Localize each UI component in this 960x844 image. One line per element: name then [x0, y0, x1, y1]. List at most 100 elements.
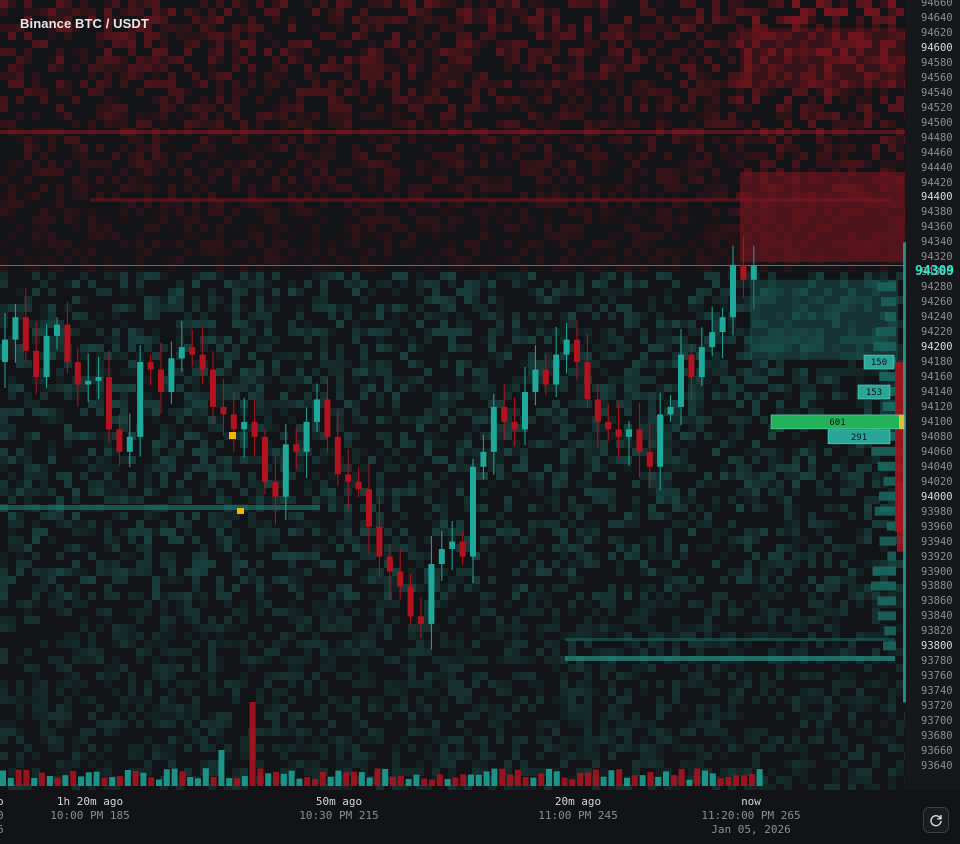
volume-bar	[93, 771, 100, 786]
volume-bar	[312, 778, 318, 786]
current-price-tag: 94309	[915, 264, 955, 279]
candle	[657, 392, 664, 491]
candle	[64, 302, 71, 374]
candle	[220, 378, 227, 436]
volume-bar	[655, 777, 662, 786]
volume-bar	[351, 771, 357, 786]
candle	[43, 323, 50, 389]
volume-bar	[436, 774, 443, 786]
candlestick-layer	[2, 236, 757, 650]
candle	[303, 407, 310, 479]
volume-bar	[124, 769, 131, 786]
candle	[386, 544, 393, 601]
candle	[95, 356, 102, 400]
volume-bar	[647, 771, 654, 786]
volume-bar	[507, 774, 513, 786]
volume-bar	[748, 773, 755, 786]
candle	[626, 420, 632, 466]
volume-bar	[62, 775, 69, 786]
candle	[397, 549, 404, 600]
candle	[719, 307, 726, 359]
price-axis-label: 94060	[921, 445, 953, 458]
candle	[594, 383, 601, 448]
volume-bar	[483, 771, 490, 786]
price-axis-label: 94540	[921, 86, 953, 99]
volume-bar	[273, 771, 279, 786]
volume-bar	[39, 772, 45, 786]
candle	[688, 345, 695, 401]
volume-bar	[374, 768, 381, 786]
price-axis-label: 94040	[921, 460, 953, 473]
volume-bar	[0, 770, 6, 786]
price-axis-label: 94580	[921, 56, 953, 69]
trade-marker	[237, 508, 244, 514]
volume-bar	[335, 770, 342, 786]
volume-bar	[585, 772, 591, 786]
trade-marker	[229, 432, 236, 439]
volume-bar	[663, 771, 669, 786]
volume-bar	[54, 777, 61, 786]
candle	[126, 413, 133, 468]
volume-bar	[725, 776, 732, 786]
volume-bar	[70, 770, 77, 786]
volume-bar	[85, 772, 92, 786]
price-axis-label: 94400	[921, 191, 953, 204]
candle	[334, 411, 341, 487]
volume-bar	[109, 777, 116, 786]
price-axis-label: 93700	[921, 715, 953, 728]
candle	[33, 321, 40, 394]
candle	[158, 342, 164, 414]
candle	[2, 313, 8, 389]
time-axis-line1: o	[0, 795, 4, 808]
volume-bar	[608, 770, 615, 786]
price-axis-label: 94200	[921, 341, 953, 354]
candle	[740, 236, 747, 298]
price-axis[interactable]	[905, 0, 960, 790]
candle	[168, 341, 175, 405]
candle	[553, 326, 560, 397]
price-axis-label: 93680	[921, 730, 953, 743]
order-book-size-label: 601	[829, 418, 845, 428]
volume-bar	[163, 769, 170, 786]
price-axis-label: 93660	[921, 745, 953, 758]
candle	[407, 573, 414, 626]
volume-bar	[382, 768, 389, 786]
price-axis-label: 94220	[921, 326, 953, 339]
candle	[293, 427, 300, 470]
volume-bar	[475, 774, 482, 786]
price-axis-label: 93780	[921, 655, 953, 668]
price-axis-label: 94000	[921, 490, 953, 503]
refresh-button[interactable]	[923, 807, 949, 833]
candle	[750, 245, 757, 310]
volume-bar	[577, 772, 584, 786]
candle	[501, 383, 508, 441]
volume-bar	[46, 775, 53, 786]
candle	[106, 350, 112, 443]
candle	[116, 414, 123, 466]
candle	[605, 403, 612, 441]
volume-bar	[226, 778, 233, 786]
candle	[137, 345, 144, 457]
candle	[366, 462, 372, 554]
price-axis-label: 93900	[921, 565, 953, 578]
order-book-size-label: 153	[866, 388, 882, 398]
volume-bar	[452, 777, 459, 786]
price-axis-label: 93840	[921, 610, 953, 623]
volume-bar	[23, 769, 30, 786]
candle	[636, 402, 643, 478]
candle	[563, 322, 570, 374]
volume-bar	[179, 771, 186, 786]
volume-bar	[343, 772, 350, 786]
candle	[646, 422, 653, 489]
order-book-bar: 153	[857, 384, 891, 400]
candle	[532, 345, 539, 406]
price-axis-label: 94500	[921, 116, 953, 129]
price-axis-label: 93880	[921, 580, 953, 593]
candle	[709, 306, 716, 357]
price-axis-label: 93640	[921, 760, 953, 772]
candle	[355, 467, 362, 497]
candle	[376, 497, 383, 578]
price-axis-label: 94100	[921, 415, 953, 428]
